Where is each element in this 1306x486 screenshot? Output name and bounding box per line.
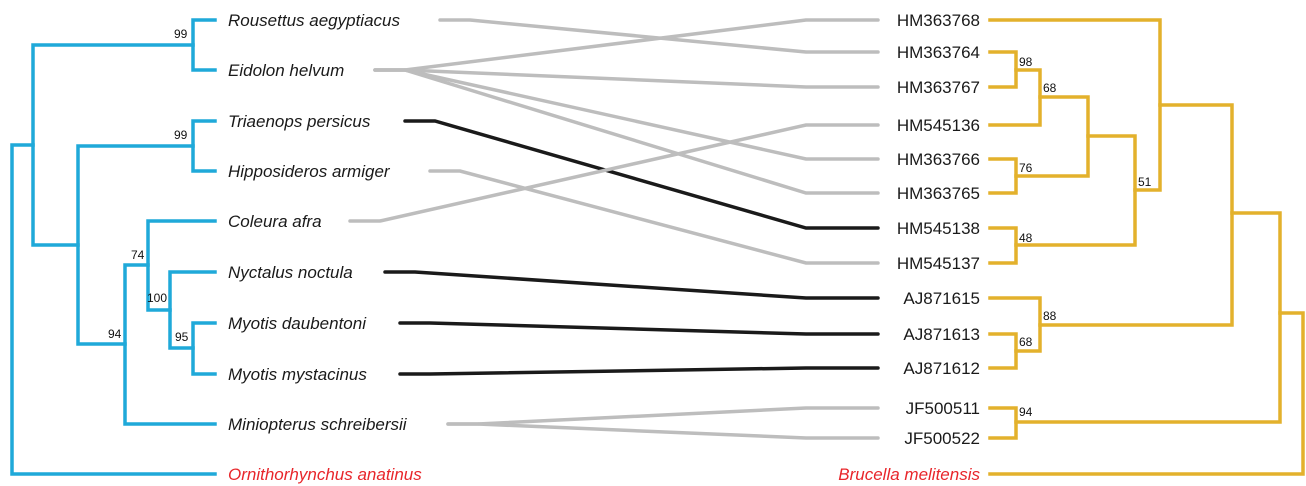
host-taxon-label: Eidolon helvum <box>228 61 344 80</box>
parasite-taxon-label: JF500511 <box>906 399 980 418</box>
association-eido-hm68 <box>373 18 880 72</box>
parasite-support-value: 68 <box>1043 81 1057 95</box>
para-branch-hm545138-hm545137 <box>988 226 1018 265</box>
association-mdau-aj13 <box>398 321 880 336</box>
association-tria-hm138 <box>403 119 880 230</box>
parasite-taxon-label: HM545137 <box>897 254 980 273</box>
association-rous-hm64 <box>438 18 880 54</box>
para-branch-root <box>988 311 1305 476</box>
parasite-taxon-label: HM363768 <box>897 11 980 30</box>
host-taxon-label: Myotis daubentoni <box>228 314 367 333</box>
parasite-support-value: 76 <box>1019 161 1033 175</box>
parasite-tree <box>988 18 1305 476</box>
host-support-value: 99 <box>174 27 188 41</box>
parasite-taxon-label: HM363764 <box>897 43 980 62</box>
parasite-taxon-label: HM363767 <box>897 78 980 97</box>
host-taxon-label: Hipposideros armiger <box>228 162 391 181</box>
parasite-taxon-label: HM363765 <box>897 184 980 203</box>
host-tree <box>10 18 217 476</box>
host-support-value: 99 <box>174 128 188 142</box>
para-branch-aj871613-aj871612 <box>988 332 1018 370</box>
host-taxon-label: Ornithorhynchus anatinus <box>228 465 422 484</box>
parasite-taxon-label: AJ871615 <box>903 289 980 308</box>
host-taxon-label: Rousettus aegyptiacus <box>228 11 400 30</box>
taxon-labels: Rousettus aegyptiacus Eidolon helvum Triae… <box>228 11 980 484</box>
association-links <box>348 18 880 440</box>
parasite-support-value: 88 <box>1043 309 1057 323</box>
host-taxon-label: Triaenops persicus <box>228 112 371 131</box>
association-nyct-aj15 <box>383 270 880 300</box>
host-branch-myotis <box>191 321 217 376</box>
parasite-taxon-label: HM363766 <box>897 150 980 169</box>
host-support-value: 74 <box>131 248 145 262</box>
host-branch-root <box>10 143 217 476</box>
parasite-taxon-label: AJ871613 <box>903 325 980 344</box>
para-branch-ingroup <box>1014 211 1282 424</box>
host-taxon-label: Nyctalus noctula <box>228 263 353 282</box>
para-branch-hm363764-hm363767 <box>988 50 1018 89</box>
host-taxon-label: Coleura afra <box>228 212 322 231</box>
association-mmys-aj12 <box>398 366 880 376</box>
host-support-value: 95 <box>175 330 189 344</box>
parasite-taxon-label: JF500522 <box>904 429 980 448</box>
parasite-taxon-label: HM545136 <box>897 116 980 135</box>
parasite-taxon-label: HM545138 <box>897 219 980 238</box>
association-hipp-hm137 <box>428 169 880 265</box>
association-eido-hm65 <box>373 68 880 195</box>
parasite-support-value: 94 <box>1019 405 1033 419</box>
support-values: 99 99 74 100 95 94 98 68 76 48 51 88 68 94 <box>108 27 1152 419</box>
host-branch-rousettus-eidolon <box>191 18 217 72</box>
para-branch-jf-pair <box>988 406 1018 440</box>
host-branch-triaenops-hipposideros <box>191 119 217 173</box>
parasite-support-value: 98 <box>1019 55 1033 69</box>
host-taxon-label: Miniopterus schreibersii <box>228 415 408 434</box>
host-taxon-label: Myotis mystacinus <box>228 365 367 384</box>
host-support-value: 94 <box>108 327 122 341</box>
host-branch-yangochiroptera <box>76 144 195 346</box>
para-branch-hm363766-hm363765 <box>988 157 1018 195</box>
association-mini-jf22 <box>446 422 880 440</box>
para-branch-clade-51 <box>1014 134 1137 247</box>
parasite-support-value: 48 <box>1019 231 1033 245</box>
association-cole-hm136 <box>348 123 880 223</box>
association-mini-jf11 <box>446 406 880 426</box>
parasite-taxon-label: Brucella melitensis <box>838 465 980 484</box>
parasite-support-value: 51 <box>1138 175 1152 189</box>
parasite-support-value: 68 <box>1019 335 1033 349</box>
host-support-value: 100 <box>147 291 167 305</box>
para-branch-ingroup-upper <box>1038 103 1234 327</box>
parasite-taxon-label: AJ871612 <box>903 359 980 378</box>
